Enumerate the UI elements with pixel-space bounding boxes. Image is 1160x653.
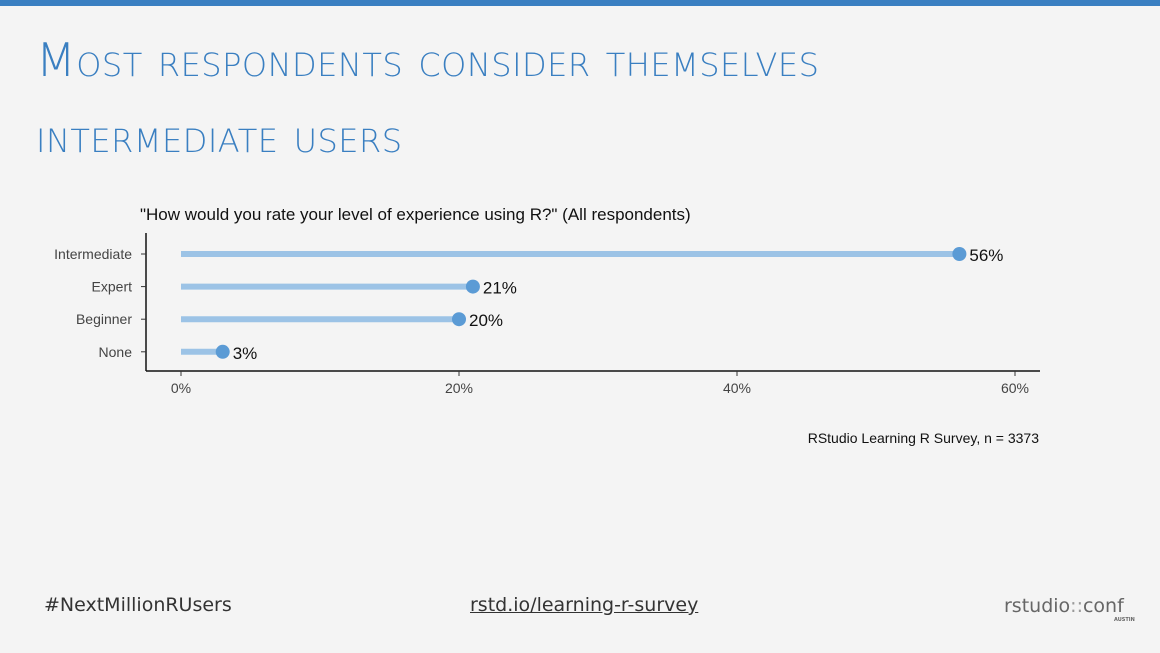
brand-main: rstudio (1004, 595, 1071, 617)
brand-sep: :: (1070, 595, 1083, 617)
hashtag: #NextMillionRUsers (44, 594, 232, 616)
y-tick-label: Beginner (76, 311, 132, 327)
y-tick-label: Expert (92, 279, 133, 295)
data-label: 21% (483, 279, 517, 298)
brand-conf: conf (1082, 595, 1124, 617)
lollipop-point (215, 344, 230, 359)
lollipop-chart: "How would you rate your level of experi… (54, 205, 1040, 446)
y-tick-label: None (99, 344, 133, 360)
top-accent-bar (0, 0, 1160, 6)
x-tick-label: 40% (723, 380, 751, 396)
y-tick-label: Intermediate (54, 246, 132, 262)
plot-layer: 0% 20% 40% 60% Intermediate 56% Expert 21% Begin… (54, 233, 1040, 396)
chart-area: "How would you rate your level of experi… (0, 190, 1160, 460)
data-label: 56% (969, 246, 1003, 265)
lollipop-point (465, 279, 480, 294)
chart-title: "How would you rate your level of experi… (140, 205, 691, 224)
rstudio-conf-logo: rstudio::conf (1004, 595, 1124, 617)
chart-caption: RStudio Learning R Survey, n = 3373 (808, 430, 1039, 446)
survey-link[interactable]: rstd.io/learning-r-survey (470, 594, 699, 616)
lollipop-point (452, 312, 466, 327)
x-tick-label: 60% (1001, 380, 1029, 396)
data-label: 3% (233, 344, 258, 363)
x-tick-label: 0% (171, 380, 191, 396)
x-tick-label: 20% (445, 380, 473, 396)
data-label: 20% (469, 311, 503, 330)
slide-title: Most respondents consider themselves int… (36, 33, 820, 163)
lollipop-point (952, 247, 967, 261)
brand-sub: AUSTIN (1114, 617, 1135, 623)
